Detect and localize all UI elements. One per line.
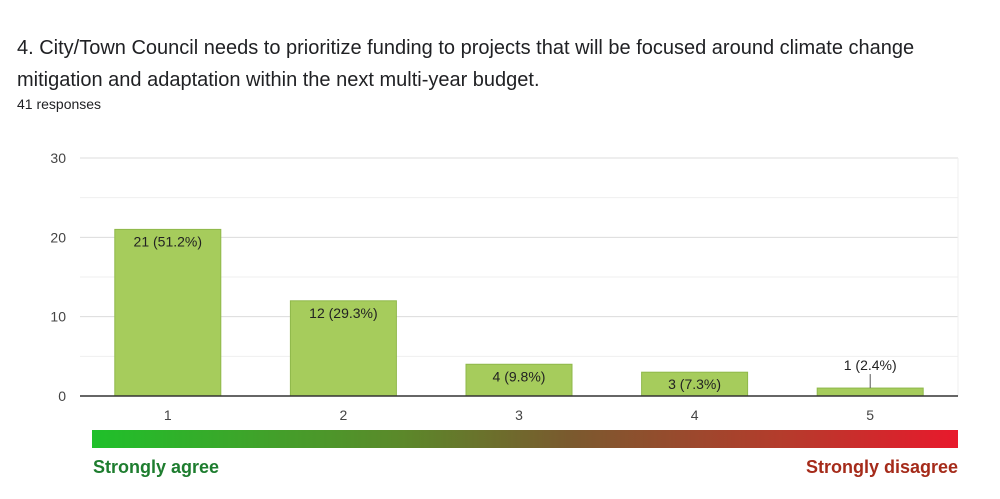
data-label: 1 (2.4%)	[844, 357, 897, 373]
bar	[114, 228, 222, 397]
data-label: 3 (7.3%)	[668, 376, 721, 392]
question-title: 4. City/Town Council needs to prioritize…	[17, 37, 915, 91]
response-count: 41 responses	[17, 96, 102, 112]
x-tick-label: 4	[691, 407, 699, 423]
data-label: 4 (9.8%)	[493, 368, 546, 384]
y-tick-label: 10	[50, 309, 66, 325]
y-tick-label: 0	[58, 388, 66, 404]
bar	[816, 387, 924, 397]
data-label: 12 (29.3%)	[309, 305, 377, 321]
x-tick-label: 2	[340, 407, 348, 423]
data-label: 21 (51.2%)	[134, 233, 202, 249]
scale-label-agree: Strongly agree	[93, 457, 220, 477]
scale-label-disagree: Strongly disagree	[805, 457, 958, 477]
x-tick-label: 3	[515, 407, 523, 423]
agreement-gradient-bar	[92, 430, 958, 448]
x-tick-label: 5	[866, 407, 874, 423]
y-tick-label: 20	[50, 229, 66, 245]
bar	[465, 363, 573, 397]
x-tick-label: 1	[164, 407, 172, 423]
y-tick-label: 30	[50, 150, 66, 166]
bar-chart: 0 10 20 30 21 (51.2%) 1 12 (29.3%) 2 4 (9.8%) 3 3 …	[50, 150, 959, 423]
